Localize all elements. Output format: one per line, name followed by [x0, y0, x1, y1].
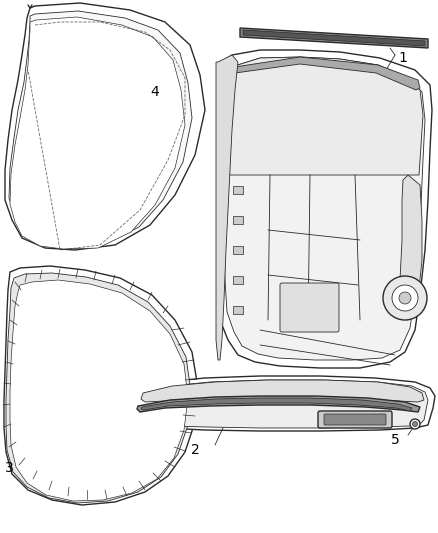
Polygon shape [9, 11, 192, 246]
Circle shape [383, 276, 427, 320]
Polygon shape [138, 380, 428, 428]
Polygon shape [10, 17, 185, 249]
Text: 5: 5 [391, 433, 400, 447]
Polygon shape [133, 376, 435, 431]
Circle shape [392, 285, 418, 311]
Polygon shape [243, 30, 425, 46]
Polygon shape [400, 175, 422, 320]
Bar [233, 186, 243, 194]
Polygon shape [4, 266, 198, 505]
Text: 4: 4 [150, 85, 159, 99]
Bar [233, 276, 243, 284]
Polygon shape [240, 28, 428, 48]
Polygon shape [137, 396, 420, 412]
Polygon shape [228, 57, 420, 90]
Text: 3: 3 [5, 461, 14, 475]
Polygon shape [10, 280, 188, 501]
Polygon shape [141, 398, 412, 411]
Text: 2: 2 [191, 443, 200, 457]
Polygon shape [141, 380, 424, 402]
Bar [233, 306, 243, 314]
Polygon shape [6, 273, 191, 503]
Circle shape [399, 292, 411, 304]
Polygon shape [216, 55, 238, 360]
FancyBboxPatch shape [280, 283, 339, 332]
FancyBboxPatch shape [324, 414, 386, 425]
Polygon shape [224, 57, 425, 360]
Text: 1: 1 [398, 51, 407, 65]
Polygon shape [218, 50, 432, 368]
Bar [233, 216, 243, 224]
Circle shape [413, 422, 417, 426]
FancyBboxPatch shape [318, 411, 392, 428]
Circle shape [410, 419, 420, 429]
Polygon shape [228, 57, 423, 175]
Bar [233, 246, 243, 254]
Polygon shape [5, 3, 205, 250]
